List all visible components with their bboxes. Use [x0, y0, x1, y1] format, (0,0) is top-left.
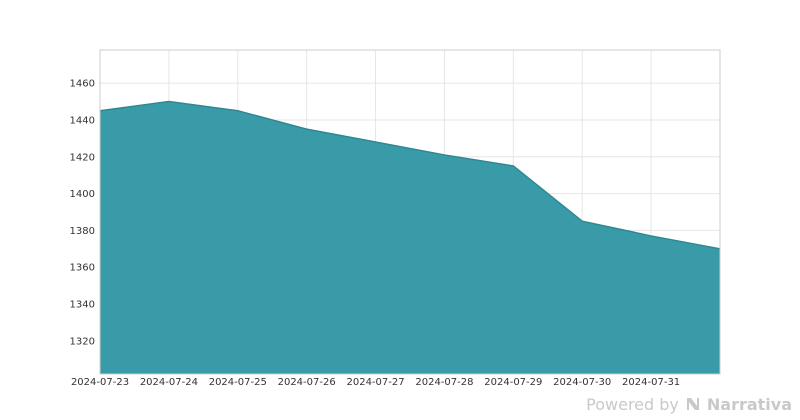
y-tick-label: 1380 — [70, 226, 95, 237]
x-tick-label: 2024-07-26 — [278, 377, 336, 388]
brand-name: Narrativa — [706, 394, 792, 414]
y-tick-label: 1360 — [70, 263, 95, 274]
y-tick-label: 1320 — [70, 336, 95, 347]
x-axis: 2024-07-23 2024-07-24 2024-07-25 2024-07-26… — [71, 377, 680, 388]
series-area — [99, 100, 721, 374]
x-tick-label: 2024-07-31 — [622, 377, 680, 388]
series-line — [99, 100, 721, 250]
y-tick-label: 1460 — [70, 79, 95, 90]
y-tick-label: 1420 — [70, 152, 95, 163]
y-axis: 1320 1340 1360 1380 1400 1420 1440 1460 — [70, 79, 95, 348]
powered-by-text: Powered by — [586, 394, 679, 414]
series-area-fill — [100, 101, 720, 374]
x-tick-label: 2024-07-28 — [415, 377, 473, 388]
x-tick-label: 2024-07-24 — [140, 377, 198, 388]
y-tick-label: 1400 — [70, 189, 95, 200]
x-tick-label: 2024-07-25 — [209, 377, 267, 388]
narrativa-logo-icon — [686, 398, 699, 410]
x-tick-label: 2024-07-27 — [346, 377, 404, 388]
y-tick-label: 1440 — [70, 115, 95, 126]
plot-frame — [99, 49, 721, 375]
y-tick-label: 1340 — [70, 300, 95, 311]
x-tick-label: 2024-07-29 — [484, 377, 542, 388]
x-tick-label: 2024-07-23 — [71, 377, 129, 388]
powered-by-branding[interactable]: Powered by Narrativa — [586, 392, 792, 416]
x-tick-label: 2024-07-30 — [553, 377, 611, 388]
